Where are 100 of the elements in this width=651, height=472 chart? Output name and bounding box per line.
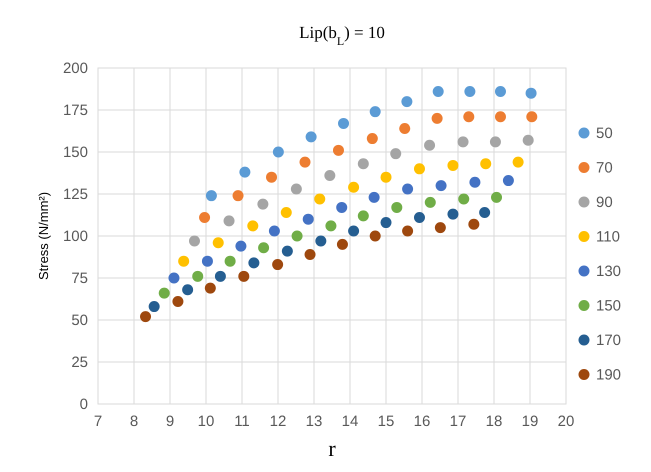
point bbox=[458, 194, 470, 205]
point bbox=[468, 218, 480, 230]
x-tick-label: 7 bbox=[94, 413, 102, 430]
y-axis-title: Stress (N/mm²) bbox=[36, 192, 51, 280]
point bbox=[490, 136, 501, 148]
legend-label: 90 bbox=[596, 194, 613, 211]
point bbox=[332, 144, 344, 156]
point bbox=[158, 288, 170, 299]
point bbox=[224, 215, 235, 226]
point bbox=[266, 172, 278, 183]
point bbox=[202, 256, 213, 267]
point bbox=[469, 176, 480, 188]
point bbox=[432, 112, 443, 124]
x-axis-title: r bbox=[328, 436, 336, 461]
y-tick-label: 150 bbox=[62, 144, 88, 161]
point bbox=[300, 156, 310, 168]
point bbox=[140, 311, 152, 322]
y-tick-label: 125 bbox=[62, 186, 88, 203]
point bbox=[290, 183, 302, 194]
point bbox=[338, 118, 350, 129]
point bbox=[402, 225, 414, 236]
point bbox=[447, 208, 458, 220]
legend-label: 190 bbox=[596, 366, 622, 384]
point bbox=[315, 236, 326, 247]
point bbox=[526, 111, 538, 122]
x-tick-label: 8 bbox=[130, 413, 138, 430]
legend-label: 130 bbox=[596, 263, 622, 280]
point bbox=[336, 202, 348, 213]
y-tick-label: 25 bbox=[71, 354, 88, 371]
point bbox=[314, 194, 326, 205]
point bbox=[380, 217, 392, 228]
x-tick-label: 14 bbox=[342, 413, 358, 430]
point bbox=[214, 270, 226, 282]
x-tick-label: 15 bbox=[378, 413, 394, 430]
point bbox=[348, 225, 360, 236]
x-tick-label: 12 bbox=[270, 413, 286, 430]
point bbox=[414, 163, 425, 174]
point bbox=[390, 148, 402, 160]
y-tick-label: 175 bbox=[62, 102, 88, 119]
legend-label: 110 bbox=[596, 228, 620, 246]
point bbox=[204, 282, 216, 294]
point bbox=[391, 202, 402, 213]
point bbox=[188, 236, 200, 247]
point bbox=[458, 136, 469, 148]
point bbox=[436, 180, 447, 192]
point bbox=[480, 158, 492, 170]
legend-label: 170 bbox=[596, 332, 622, 349]
point bbox=[512, 156, 524, 168]
x-tick-label: 18 bbox=[486, 413, 502, 430]
point bbox=[494, 111, 506, 122]
point bbox=[192, 270, 204, 282]
point bbox=[380, 172, 392, 183]
point bbox=[212, 237, 224, 248]
legend-label: 70 bbox=[596, 160, 613, 176]
point bbox=[238, 270, 250, 282]
point bbox=[182, 284, 194, 296]
point bbox=[306, 131, 317, 142]
point bbox=[414, 212, 425, 224]
point bbox=[172, 296, 184, 308]
point bbox=[199, 212, 210, 224]
point bbox=[302, 214, 314, 225]
point bbox=[272, 259, 284, 270]
point bbox=[280, 206, 292, 218]
point bbox=[224, 256, 236, 267]
x-tick-label: 13 bbox=[306, 413, 322, 430]
y-tick-label: 100 bbox=[62, 228, 88, 245]
point bbox=[368, 192, 380, 203]
point bbox=[432, 86, 444, 98]
point bbox=[434, 222, 446, 234]
point bbox=[479, 206, 490, 218]
x-tick-label: 9 bbox=[166, 413, 174, 430]
point bbox=[370, 106, 381, 118]
chart-title: Lip(b$_{L}$) = 10 bbox=[299, 23, 385, 48]
point bbox=[292, 230, 303, 242]
point bbox=[235, 240, 246, 252]
point bbox=[491, 192, 502, 203]
legend-label: 150 bbox=[596, 298, 622, 314]
point bbox=[336, 238, 348, 250]
point bbox=[494, 86, 506, 98]
point bbox=[358, 158, 369, 170]
y-tick-label: 0 bbox=[80, 396, 88, 413]
point bbox=[366, 133, 378, 144]
point bbox=[424, 196, 436, 208]
point bbox=[447, 160, 458, 171]
y-tick-label: 75 bbox=[71, 270, 88, 287]
y-tick-label: 50 bbox=[71, 312, 88, 329]
point bbox=[424, 140, 436, 151]
point bbox=[232, 190, 244, 202]
point bbox=[148, 301, 160, 312]
x-tick-label: 17 bbox=[450, 413, 466, 430]
point bbox=[522, 134, 534, 146]
point bbox=[178, 256, 190, 267]
point bbox=[304, 248, 316, 260]
point bbox=[268, 225, 280, 236]
point bbox=[325, 220, 336, 232]
point bbox=[239, 166, 250, 178]
point bbox=[168, 272, 180, 284]
point bbox=[399, 122, 410, 134]
x-tick-label: 10 bbox=[198, 413, 214, 430]
legend-label: 50 bbox=[596, 125, 613, 142]
